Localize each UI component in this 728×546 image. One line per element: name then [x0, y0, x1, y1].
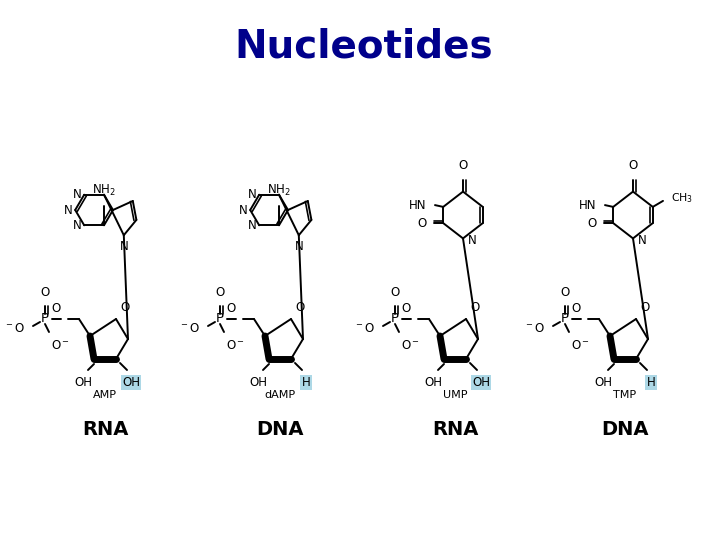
Text: N: N — [63, 204, 72, 217]
Text: HN: HN — [408, 199, 426, 212]
Text: O: O — [226, 302, 236, 316]
Text: O$^-$: O$^-$ — [571, 339, 590, 352]
Text: OH: OH — [594, 376, 612, 389]
Text: P: P — [41, 312, 49, 325]
Text: $^-$O: $^-$O — [354, 323, 375, 335]
Text: P: P — [391, 312, 399, 325]
Text: $^-$O: $^-$O — [179, 323, 200, 335]
Text: $^-$O: $^-$O — [524, 323, 545, 335]
Text: RNA: RNA — [432, 420, 478, 439]
Text: O$^-$: O$^-$ — [226, 339, 245, 352]
Text: N: N — [73, 219, 82, 232]
Text: RNA: RNA — [82, 420, 128, 439]
Text: N: N — [119, 240, 128, 253]
Text: O: O — [587, 217, 597, 230]
Text: O$^-$: O$^-$ — [401, 339, 420, 352]
Text: TMP: TMP — [614, 390, 636, 400]
Text: DNA: DNA — [601, 420, 649, 439]
Text: OH: OH — [424, 376, 442, 389]
Text: O: O — [628, 158, 638, 171]
Text: N: N — [468, 234, 477, 247]
Text: N: N — [294, 240, 303, 253]
Text: O: O — [401, 302, 411, 316]
Text: O: O — [418, 217, 427, 230]
Text: Nucleotides: Nucleotides — [234, 28, 494, 66]
Text: O: O — [470, 301, 479, 314]
Text: $^-$O: $^-$O — [4, 323, 25, 335]
Text: OH: OH — [472, 376, 490, 389]
Text: dAMP: dAMP — [264, 390, 296, 400]
Text: O: O — [295, 301, 304, 314]
Text: P: P — [216, 312, 224, 325]
Text: O: O — [52, 302, 60, 316]
Text: O: O — [120, 301, 130, 314]
Text: N: N — [248, 188, 256, 201]
Text: NH$_2$: NH$_2$ — [267, 183, 291, 198]
Text: H: H — [301, 376, 310, 389]
Text: O$^-$: O$^-$ — [51, 339, 70, 352]
Text: O: O — [40, 286, 50, 299]
Text: O: O — [640, 301, 649, 314]
Text: O: O — [390, 286, 400, 299]
Text: CH$_3$: CH$_3$ — [671, 191, 693, 205]
Text: O: O — [215, 286, 225, 299]
Text: OH: OH — [74, 376, 92, 389]
Text: N: N — [73, 188, 82, 201]
Text: O: O — [571, 302, 581, 316]
Text: N: N — [248, 219, 256, 232]
Text: O: O — [459, 158, 467, 171]
Text: P: P — [561, 312, 569, 325]
Text: O: O — [561, 286, 569, 299]
Text: NH$_2$: NH$_2$ — [92, 183, 116, 198]
Text: HN: HN — [579, 199, 596, 212]
Text: N: N — [239, 204, 248, 217]
Text: AMP: AMP — [93, 390, 117, 400]
Text: UMP: UMP — [443, 390, 467, 400]
Text: OH: OH — [249, 376, 267, 389]
Text: H: H — [646, 376, 655, 389]
Text: N: N — [638, 234, 646, 247]
Text: DNA: DNA — [256, 420, 304, 439]
Text: OH: OH — [122, 376, 140, 389]
